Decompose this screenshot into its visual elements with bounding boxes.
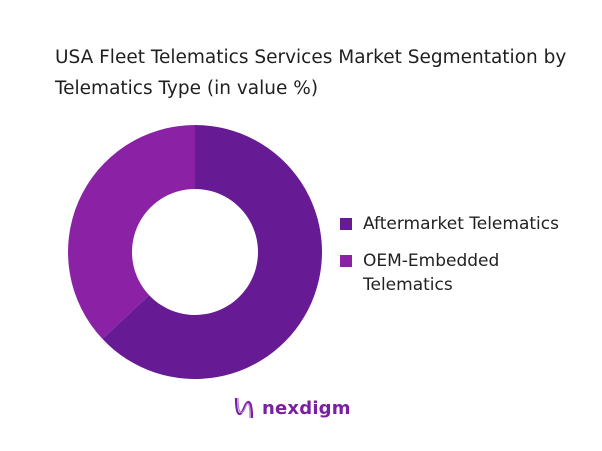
nexdigm-logo: nexdigm <box>234 396 351 420</box>
donut-slice-aftermarket-telematics <box>102 125 323 379</box>
legend-swatch <box>340 218 352 230</box>
donut-slice-oem-embedded-telematics <box>68 125 195 339</box>
legend-item-oem: OEM-Embedded Telematics <box>340 249 602 297</box>
legend-swatch <box>340 255 352 267</box>
legend: Aftermarket Telematics OEM-Embedded Tele… <box>340 212 602 310</box>
logo-text: nexdigm <box>262 397 351 419</box>
legend-label: OEM-Embedded Telematics <box>363 251 500 295</box>
wave-logo-icon <box>234 397 254 419</box>
chart-title: USA Fleet Telematics Services Market Seg… <box>55 47 567 99</box>
legend-label: Aftermarket Telematics <box>363 214 559 234</box>
legend-item-aftermarket: Aftermarket Telematics <box>340 212 602 236</box>
